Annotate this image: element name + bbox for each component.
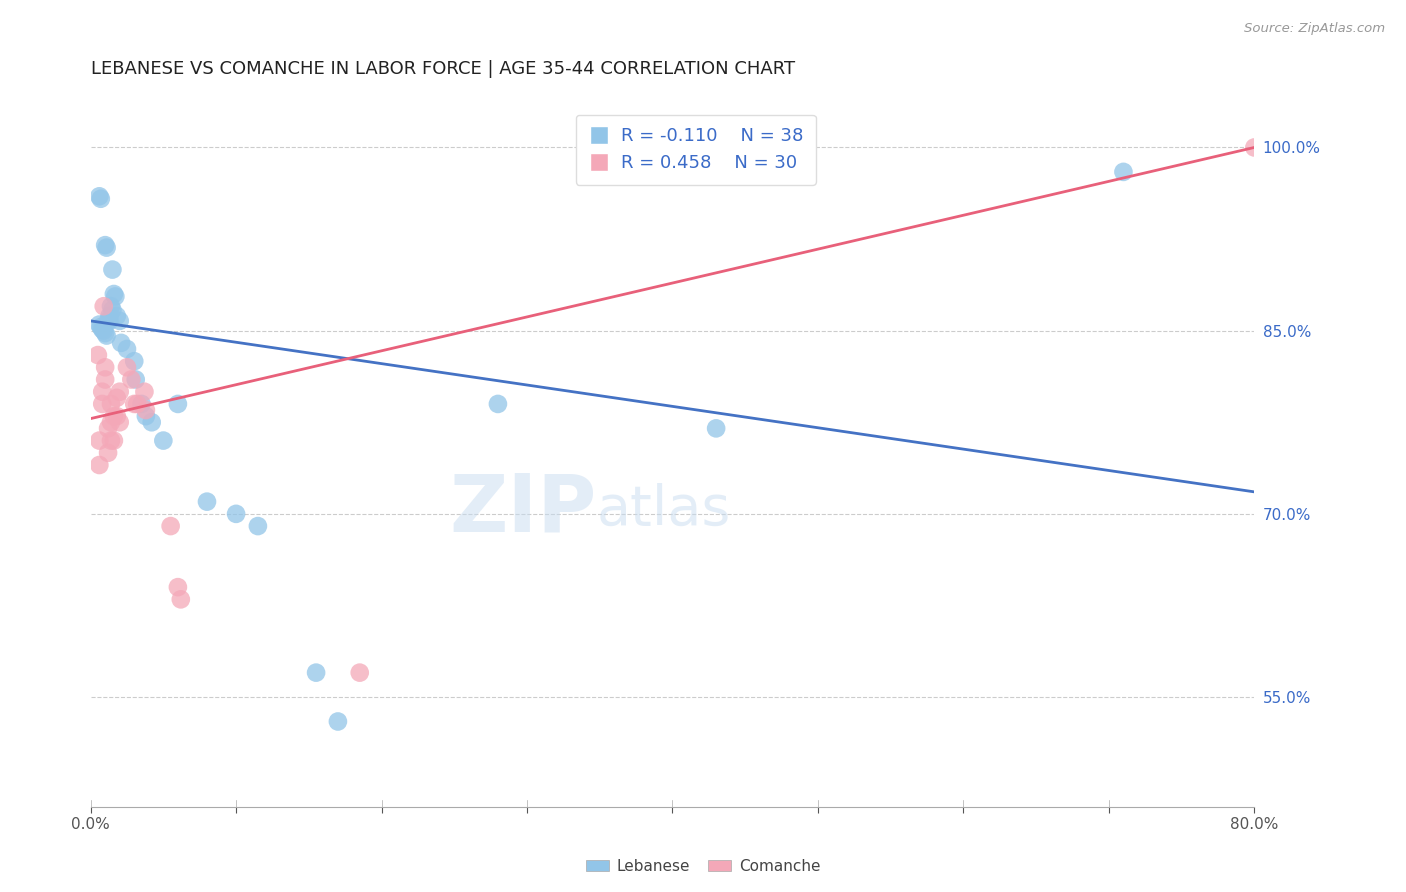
Point [110,335,132,350]
Point [98,314,121,328]
Text: ZIP: ZIP [450,470,596,549]
Point [195,494,218,508]
Point [97,314,120,328]
Point [97,446,120,460]
Point [98,309,121,323]
Point [122,354,145,368]
Point [305,665,328,680]
Legend: Lebanese, Comanche: Lebanese, Comanche [579,853,827,880]
Point [103,434,125,448]
Point [246,519,269,533]
Point [94,238,117,252]
Point [103,409,125,424]
Point [122,397,145,411]
Point [93,324,115,338]
Point [134,384,156,399]
Legend: R = -0.110    N = 38, R = 0.458    N = 30: R = -0.110 N = 38, R = 0.458 N = 30 [575,115,815,185]
Point [131,397,153,411]
Point [170,592,193,607]
Point [159,519,181,533]
Point [94,360,117,375]
Point [90,320,112,334]
Point [135,409,157,424]
Point [91,322,114,336]
Point [120,372,142,386]
Point [125,372,148,386]
Point [326,714,349,729]
Point [141,415,163,429]
Point [101,302,124,317]
Point [349,665,371,680]
Point [167,397,190,411]
Point [105,409,128,424]
Point [105,309,128,323]
Point [167,580,190,594]
Point [115,360,138,375]
Point [96,328,118,343]
Point [115,342,138,356]
Point [104,289,127,303]
Point [100,434,122,448]
Text: atlas: atlas [596,483,731,536]
Point [1243,140,1265,154]
Point [94,372,117,386]
Point [704,421,727,435]
Point [108,314,131,328]
Point [96,241,118,255]
Point [90,192,112,206]
Point [94,326,117,340]
Point [93,299,115,313]
Point [100,415,122,429]
Point [486,397,509,411]
Text: Source: ZipAtlas.com: Source: ZipAtlas.com [1244,22,1385,36]
Point [89,318,111,332]
Text: LEBANESE VS COMANCHE IN LABOR FORCE | AGE 35-44 CORRELATION CHART: LEBANESE VS COMANCHE IN LABOR FORCE | AG… [90,60,794,78]
Point [89,189,111,203]
Point [100,397,122,411]
Point [100,299,122,313]
Point [108,384,131,399]
Point [89,434,111,448]
Point [91,397,114,411]
Point [97,421,120,435]
Point [105,391,128,405]
Point [91,384,114,399]
Point [87,348,110,362]
Point [108,415,131,429]
Point [1112,165,1135,179]
Point [152,434,174,448]
Point [101,262,124,277]
Point [127,397,149,411]
Point [89,458,111,472]
Point [135,403,157,417]
Point [103,287,125,301]
Point [225,507,247,521]
